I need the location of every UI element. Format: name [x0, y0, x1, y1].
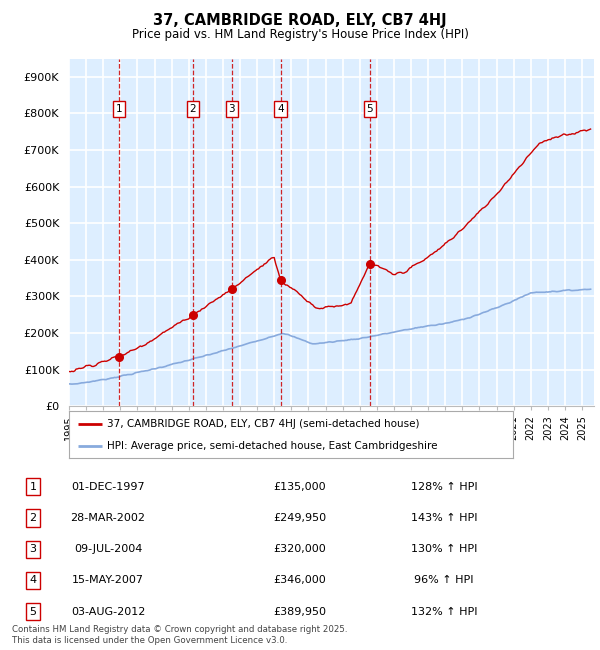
Text: 4: 4: [29, 575, 37, 586]
Text: £320,000: £320,000: [274, 544, 326, 554]
Text: £249,950: £249,950: [274, 513, 326, 523]
Text: £135,000: £135,000: [274, 482, 326, 492]
Text: 96% ↑ HPI: 96% ↑ HPI: [414, 575, 474, 586]
Text: 128% ↑ HPI: 128% ↑ HPI: [410, 482, 478, 492]
Text: 2: 2: [29, 513, 37, 523]
Text: 28-MAR-2002: 28-MAR-2002: [71, 513, 146, 523]
Text: 03-AUG-2012: 03-AUG-2012: [71, 606, 145, 617]
Text: 37, CAMBRIDGE ROAD, ELY, CB7 4HJ: 37, CAMBRIDGE ROAD, ELY, CB7 4HJ: [153, 13, 447, 28]
Text: 130% ↑ HPI: 130% ↑ HPI: [411, 544, 477, 554]
Text: £389,950: £389,950: [274, 606, 326, 617]
Text: Price paid vs. HM Land Registry's House Price Index (HPI): Price paid vs. HM Land Registry's House …: [131, 28, 469, 41]
Text: 2: 2: [190, 104, 196, 114]
Text: HPI: Average price, semi-detached house, East Cambridgeshire: HPI: Average price, semi-detached house,…: [107, 441, 437, 450]
Text: 15-MAY-2007: 15-MAY-2007: [72, 575, 144, 586]
Text: 37, CAMBRIDGE ROAD, ELY, CB7 4HJ (semi-detached house): 37, CAMBRIDGE ROAD, ELY, CB7 4HJ (semi-d…: [107, 419, 419, 429]
Text: 143% ↑ HPI: 143% ↑ HPI: [411, 513, 477, 523]
Text: 01-DEC-1997: 01-DEC-1997: [71, 482, 145, 492]
Text: 4: 4: [277, 104, 284, 114]
Text: 1: 1: [116, 104, 122, 114]
Text: 1: 1: [29, 482, 37, 492]
Text: 132% ↑ HPI: 132% ↑ HPI: [411, 606, 477, 617]
Text: 3: 3: [29, 544, 37, 554]
Text: 5: 5: [367, 104, 373, 114]
Text: 5: 5: [29, 606, 37, 617]
Text: 3: 3: [229, 104, 235, 114]
Text: £346,000: £346,000: [274, 575, 326, 586]
Text: 09-JUL-2004: 09-JUL-2004: [74, 544, 142, 554]
Text: Contains HM Land Registry data © Crown copyright and database right 2025.
This d: Contains HM Land Registry data © Crown c…: [12, 625, 347, 645]
